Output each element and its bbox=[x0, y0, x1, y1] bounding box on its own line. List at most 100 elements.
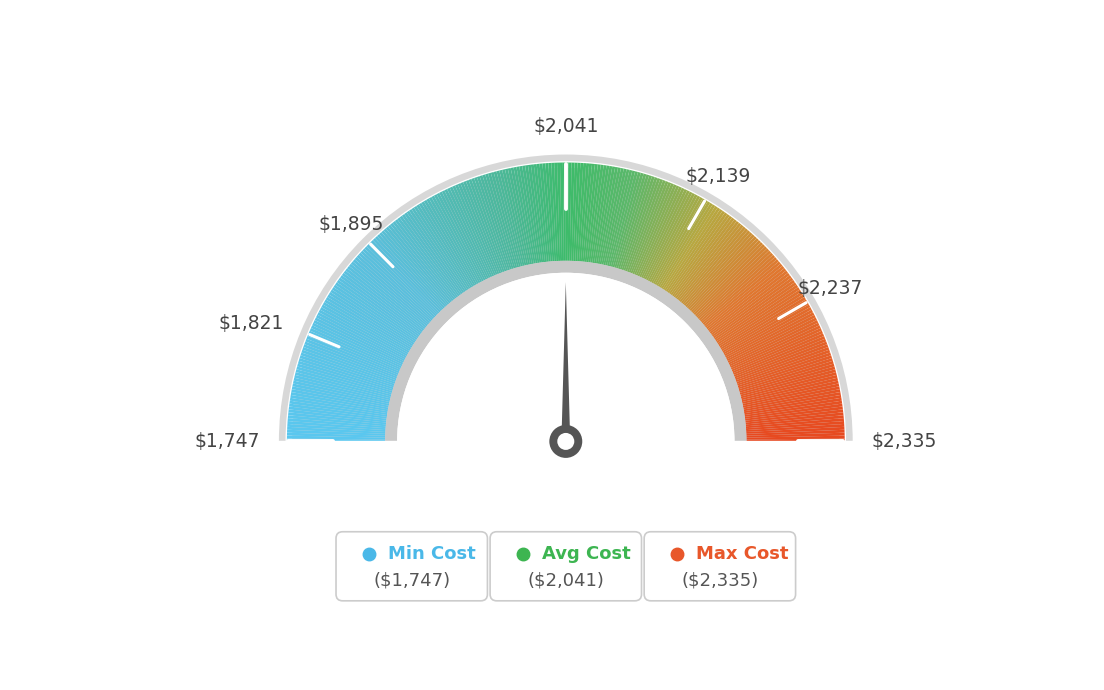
Wedge shape bbox=[346, 268, 424, 331]
Text: $2,335: $2,335 bbox=[871, 432, 936, 451]
Wedge shape bbox=[485, 174, 516, 268]
Wedge shape bbox=[293, 381, 390, 404]
Wedge shape bbox=[594, 166, 613, 264]
Wedge shape bbox=[641, 188, 684, 278]
Wedge shape bbox=[681, 226, 746, 304]
Wedge shape bbox=[519, 166, 538, 264]
Wedge shape bbox=[558, 163, 562, 261]
Wedge shape bbox=[375, 236, 444, 310]
Wedge shape bbox=[549, 163, 556, 261]
Wedge shape bbox=[404, 213, 463, 294]
Wedge shape bbox=[745, 412, 843, 424]
Wedge shape bbox=[585, 164, 598, 262]
Wedge shape bbox=[619, 175, 652, 270]
Wedge shape bbox=[288, 412, 386, 424]
Wedge shape bbox=[418, 203, 473, 288]
Wedge shape bbox=[563, 162, 565, 261]
Wedge shape bbox=[665, 208, 720, 291]
Text: Max Cost: Max Cost bbox=[696, 545, 788, 563]
Wedge shape bbox=[468, 179, 505, 272]
Wedge shape bbox=[347, 266, 425, 329]
Wedge shape bbox=[744, 392, 841, 411]
Wedge shape bbox=[700, 255, 775, 322]
Wedge shape bbox=[312, 323, 402, 366]
Wedge shape bbox=[666, 209, 723, 292]
Wedge shape bbox=[709, 270, 788, 332]
Wedge shape bbox=[471, 178, 507, 271]
Wedge shape bbox=[726, 312, 815, 359]
Wedge shape bbox=[634, 183, 673, 275]
Wedge shape bbox=[746, 427, 845, 434]
Wedge shape bbox=[741, 369, 836, 397]
Wedge shape bbox=[624, 177, 658, 271]
Wedge shape bbox=[422, 201, 474, 287]
Polygon shape bbox=[561, 282, 571, 455]
Text: $2,237: $2,237 bbox=[798, 279, 863, 298]
Wedge shape bbox=[737, 355, 832, 387]
Wedge shape bbox=[639, 186, 682, 277]
Wedge shape bbox=[741, 375, 837, 400]
Wedge shape bbox=[737, 353, 831, 386]
Wedge shape bbox=[691, 240, 761, 313]
Wedge shape bbox=[735, 344, 828, 380]
Wedge shape bbox=[678, 223, 742, 301]
Wedge shape bbox=[613, 172, 640, 268]
Wedge shape bbox=[728, 317, 817, 363]
Wedge shape bbox=[745, 404, 842, 419]
Wedge shape bbox=[716, 287, 799, 343]
Wedge shape bbox=[362, 248, 435, 318]
Wedge shape bbox=[688, 236, 756, 310]
Wedge shape bbox=[655, 199, 705, 285]
Wedge shape bbox=[357, 255, 432, 322]
Wedge shape bbox=[289, 401, 388, 417]
Wedge shape bbox=[488, 172, 517, 268]
Wedge shape bbox=[416, 204, 470, 289]
Wedge shape bbox=[667, 210, 725, 293]
Wedge shape bbox=[376, 234, 445, 308]
Text: ($2,335): ($2,335) bbox=[681, 571, 758, 589]
Wedge shape bbox=[726, 315, 816, 361]
Wedge shape bbox=[402, 214, 461, 295]
Wedge shape bbox=[321, 304, 408, 355]
Wedge shape bbox=[622, 176, 655, 270]
Wedge shape bbox=[651, 195, 700, 283]
Wedge shape bbox=[333, 285, 416, 342]
Wedge shape bbox=[607, 170, 633, 266]
Wedge shape bbox=[730, 323, 819, 366]
Wedge shape bbox=[434, 195, 482, 282]
Wedge shape bbox=[491, 172, 519, 268]
Wedge shape bbox=[449, 186, 492, 277]
Wedge shape bbox=[445, 189, 489, 279]
Wedge shape bbox=[705, 264, 783, 328]
Wedge shape bbox=[669, 213, 728, 294]
Wedge shape bbox=[458, 183, 498, 275]
Text: $2,041: $2,041 bbox=[533, 117, 598, 136]
Wedge shape bbox=[643, 189, 687, 279]
Wedge shape bbox=[712, 277, 793, 337]
Wedge shape bbox=[330, 290, 414, 344]
Wedge shape bbox=[474, 177, 508, 271]
Wedge shape bbox=[683, 230, 751, 306]
Wedge shape bbox=[499, 170, 524, 266]
Text: $1,821: $1,821 bbox=[219, 314, 284, 333]
Wedge shape bbox=[522, 166, 540, 263]
Text: Avg Cost: Avg Cost bbox=[542, 545, 630, 563]
Wedge shape bbox=[364, 246, 437, 317]
Wedge shape bbox=[455, 184, 496, 275]
Wedge shape bbox=[288, 409, 386, 422]
Wedge shape bbox=[305, 342, 397, 378]
Wedge shape bbox=[718, 290, 802, 344]
Wedge shape bbox=[597, 167, 618, 264]
Wedge shape bbox=[581, 164, 592, 262]
Wedge shape bbox=[575, 163, 583, 261]
Wedge shape bbox=[697, 248, 769, 318]
Wedge shape bbox=[672, 216, 732, 297]
Wedge shape bbox=[732, 331, 822, 371]
Wedge shape bbox=[424, 200, 476, 286]
Wedge shape bbox=[675, 219, 736, 299]
Wedge shape bbox=[309, 331, 400, 371]
Wedge shape bbox=[343, 270, 423, 332]
Wedge shape bbox=[497, 170, 522, 266]
Wedge shape bbox=[319, 310, 406, 357]
Wedge shape bbox=[686, 233, 753, 307]
